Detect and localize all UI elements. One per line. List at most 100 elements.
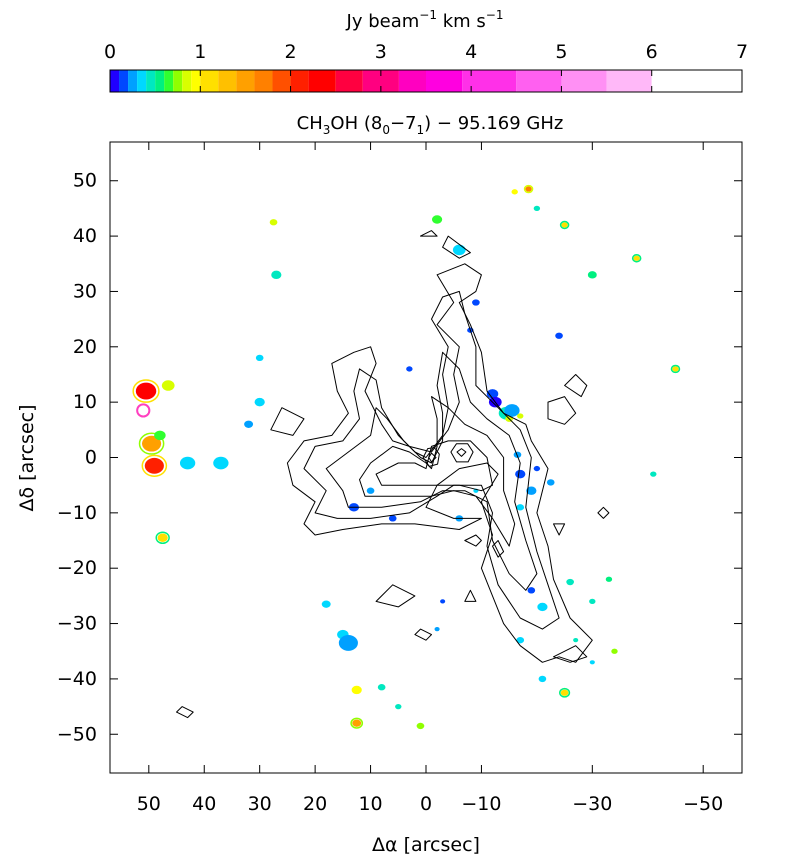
contour-line <box>414 628 432 641</box>
emission-blob <box>142 435 162 452</box>
colorbar-tick-label: 6 <box>646 41 658 63</box>
colorbar-swatch <box>462 70 517 92</box>
emission-blob <box>527 587 536 594</box>
colorbar-swatch <box>173 70 183 92</box>
contour-line <box>456 448 467 457</box>
contour-line <box>359 396 516 547</box>
contour-line <box>450 443 474 463</box>
emission-blob <box>587 271 597 279</box>
contour-line <box>375 584 416 608</box>
emission-blob <box>157 533 168 542</box>
chart-title: CH3OH (80−71) − 95.169 GHz <box>297 113 564 137</box>
axis-ticks <box>110 142 742 773</box>
emission-blob <box>555 332 563 339</box>
emission-blob <box>434 626 440 632</box>
colorbar-swatch <box>155 70 165 92</box>
colorbar-swatch <box>426 70 463 92</box>
x-tick-label: −10 <box>461 793 501 815</box>
colorbar-swatch <box>651 70 742 92</box>
colorbar-swatch <box>119 70 129 92</box>
y-tick-label: −30 <box>57 613 97 635</box>
colorbar-unit-label: Jy beam−1 km s−1 <box>346 8 504 32</box>
contour-line <box>492 540 505 558</box>
emission-blob <box>546 479 555 486</box>
colorbar-swatch <box>362 70 399 92</box>
emission-blob <box>537 602 548 612</box>
contour-line <box>553 523 566 536</box>
colorbar-swatch <box>335 70 363 92</box>
x-tick-label: 0 <box>420 793 432 815</box>
contour-line <box>422 447 440 467</box>
emission-blob <box>589 598 596 605</box>
x-tick-label: 10 <box>358 793 382 815</box>
y-tick-label: 10 <box>73 391 97 413</box>
x-tick-label: −50 <box>683 793 723 815</box>
colorbar-swatch <box>254 70 273 92</box>
x-axis-label: Δα [arcsec] <box>372 834 480 856</box>
pink-ring-layer <box>136 403 151 418</box>
colorbar-swatch <box>200 70 219 92</box>
emission-blob <box>516 636 525 644</box>
colorbar-tick-label: 0 <box>104 41 116 63</box>
emission-blob <box>338 635 358 651</box>
colorbar-tick-labels: 0 1 2 3 4 5 6 7 <box>104 41 748 63</box>
emission-blob <box>154 430 166 441</box>
emission-blob <box>566 578 574 586</box>
contour-line <box>375 440 493 492</box>
emission-blob-rim <box>132 379 160 403</box>
emission-blob <box>561 222 568 228</box>
x-tick-label: 30 <box>248 793 272 815</box>
colorbar-tick-label: 3 <box>375 41 387 63</box>
emission-blob <box>633 255 640 261</box>
colorbar-ticks <box>109 70 743 92</box>
contour-line <box>303 290 560 630</box>
colorbar-swatch <box>146 70 156 92</box>
contour-line <box>442 235 471 259</box>
emission-blob <box>244 420 254 428</box>
emission-blob <box>431 215 443 224</box>
contour-line <box>420 230 438 237</box>
emission-blob-rim <box>559 687 571 698</box>
emission-blob-rim <box>523 184 534 194</box>
colorbar-tick-label: 5 <box>555 41 567 63</box>
emission-blob <box>452 244 466 256</box>
emission-blob <box>351 685 362 695</box>
x-tick-label: 20 <box>303 793 327 815</box>
colorbar-swatch <box>516 70 562 92</box>
contour-line <box>270 407 305 436</box>
emission-blob <box>511 189 518 195</box>
y-tick-label: 30 <box>73 280 97 302</box>
emission-blob <box>366 487 375 494</box>
y-axis-label: Δδ [arcsec] <box>16 404 38 511</box>
emission-blob <box>533 465 541 472</box>
emission-blob-rim <box>138 432 165 455</box>
colorbar-swatch <box>308 70 336 92</box>
emission-blob <box>440 599 446 604</box>
emission-blob <box>513 451 522 458</box>
x-tick-label: 40 <box>192 793 216 815</box>
colorbar-tick-label: 2 <box>285 41 297 63</box>
colorbar-swatch <box>128 70 138 92</box>
emission-blob <box>213 456 229 470</box>
x-tick-labels: 50 40 30 20 10 0 −10 −30 −50 <box>137 793 724 815</box>
emission-blob <box>486 389 499 399</box>
contour-line <box>464 534 482 547</box>
emission-blob <box>516 504 525 511</box>
colorbar-swatch <box>191 70 201 92</box>
emission-blob <box>515 469 526 479</box>
contour-line <box>176 706 194 719</box>
emission-blob <box>573 638 579 643</box>
emission-blob <box>611 648 618 654</box>
emission-layer <box>132 184 681 730</box>
emission-blob <box>525 186 532 192</box>
emission-blob <box>589 660 595 665</box>
contour-line <box>547 396 577 425</box>
y-tick-label: 50 <box>73 170 97 192</box>
colorbar-swatch <box>236 70 255 92</box>
emission-blob <box>395 703 402 710</box>
y-tick-labels: 50 40 30 20 10 0 −10 −20 −30 −40 −50 <box>57 170 97 746</box>
emission-blob <box>526 486 537 495</box>
emission-blob <box>352 719 362 727</box>
x-tick-label: 50 <box>137 793 161 815</box>
colorbar-swatch <box>182 70 192 92</box>
